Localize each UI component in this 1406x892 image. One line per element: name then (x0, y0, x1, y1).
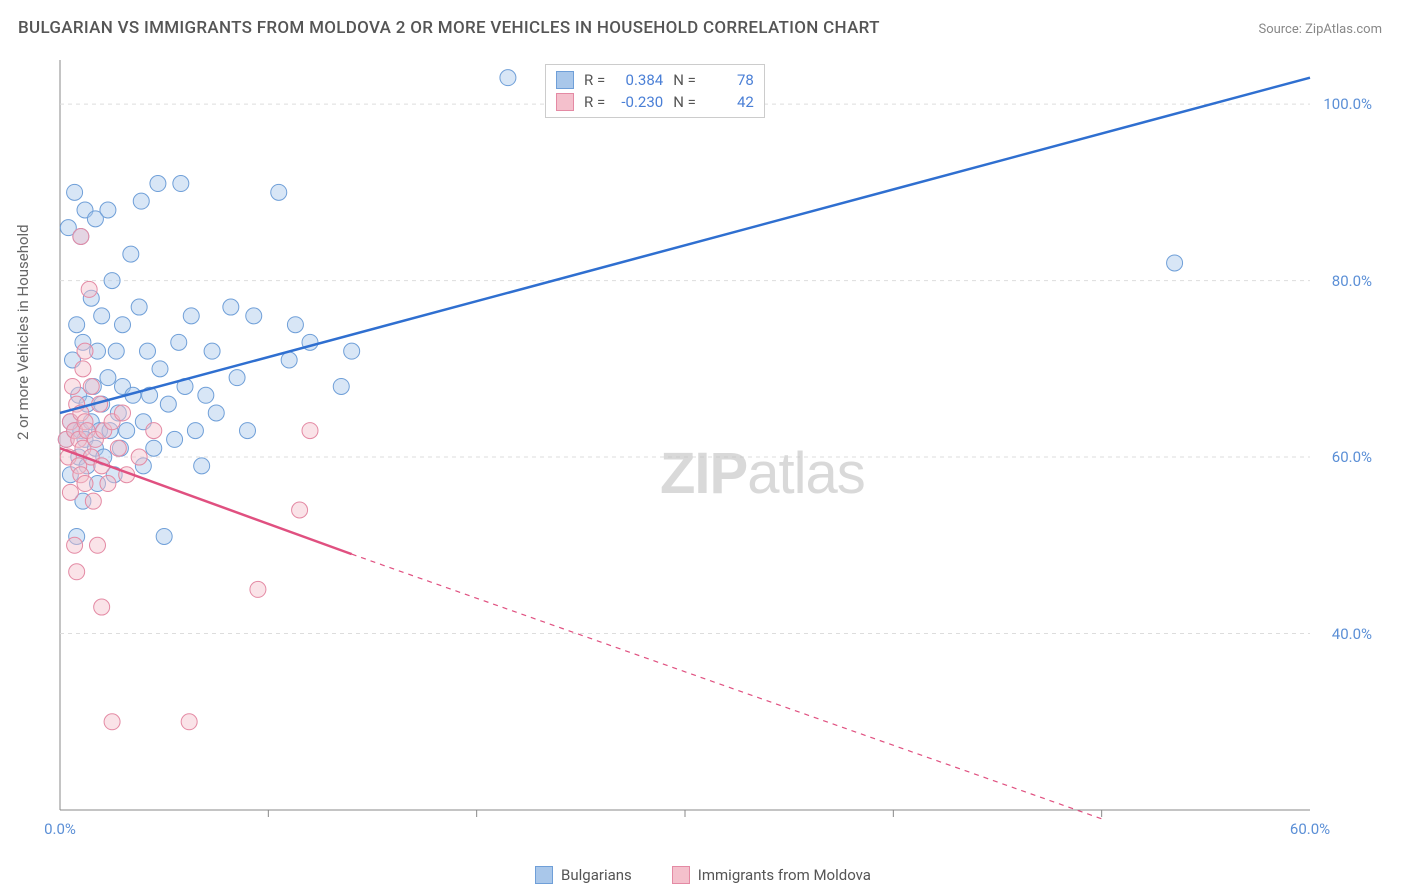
n-value-1: 78 (706, 71, 754, 89)
n-label-2: N = (673, 93, 696, 111)
legend-item-2: Immigrants from Moldova (672, 866, 871, 884)
stat-row-2: R = -0.230 N = 42 (556, 91, 754, 113)
r-value-2: -0.230 (615, 93, 663, 111)
bottom-legend: Bulgarians Immigrants from Moldova (0, 866, 1406, 884)
legend-swatch-2 (672, 866, 690, 884)
stat-row-1: R = 0.384 N = 78 (556, 69, 754, 91)
legend-swatch-1 (535, 866, 553, 884)
n-value-2: 42 (706, 93, 754, 111)
y-axis-label: 2 or more Vehicles in Household (14, 224, 32, 440)
legend-label-1: Bulgarians (561, 866, 632, 884)
chart-area: 40.0%60.0%80.0%100.0% 0.0%60.0% R = 0.38… (50, 60, 1380, 840)
chart-title: BULGARIAN VS IMMIGRANTS FROM MOLDOVA 2 O… (18, 18, 880, 38)
watermark: ZIPatlas (660, 440, 865, 507)
swatch-series-2 (556, 93, 574, 111)
n-label: N = (673, 71, 696, 89)
source-label: Source: ZipAtlas.com (1258, 22, 1382, 37)
watermark-zip: ZIP (660, 441, 747, 506)
legend-label-2: Immigrants from Moldova (698, 866, 871, 884)
r-label: R = (584, 71, 605, 89)
watermark-atlas: atlas (747, 441, 865, 506)
swatch-series-1 (556, 71, 574, 89)
r-label-2: R = (584, 93, 605, 111)
legend-item-1: Bulgarians (535, 866, 632, 884)
r-value-1: 0.384 (615, 71, 663, 89)
stats-legend-box: R = 0.384 N = 78 R = -0.230 N = 42 (545, 64, 765, 118)
